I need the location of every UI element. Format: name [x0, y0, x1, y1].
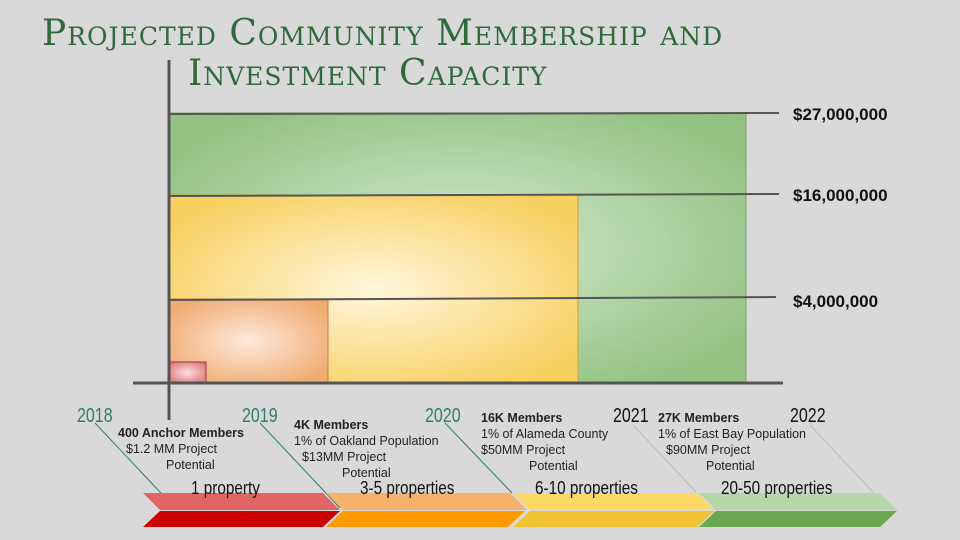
milestone-2019: 4K Members 1% of Oakland Population $13M…: [294, 417, 439, 481]
year-label: 2019: [242, 405, 278, 427]
milestone-line: Potential: [706, 459, 755, 473]
year-pointer: [632, 424, 697, 493]
milestone-line: $1.2 MM Project: [126, 442, 218, 456]
band-bot-yellow: [513, 511, 714, 527]
milestone-line: $50MM Project: [481, 443, 566, 457]
value-27m: $27,000,000: [793, 105, 888, 124]
milestone-head: 27K Members: [658, 411, 740, 425]
properties-label: 1 property: [191, 478, 260, 498]
year-label: 2018: [77, 405, 113, 427]
title-line-2: Investment Capacity: [188, 53, 548, 94]
milestone-2018: 400 Anchor Members $1.2 MM Project Poten…: [118, 425, 244, 473]
milestone-head: 4K Members: [294, 418, 369, 432]
band-top-green: [699, 493, 897, 510]
year-label: 2022: [790, 405, 826, 427]
properties-label: 20-50 properties: [721, 478, 833, 498]
band-bot-green: [699, 511, 897, 527]
band-top-red: [143, 493, 340, 510]
milestone-head: 400 Anchor Members: [118, 426, 244, 440]
year-pointer: [444, 422, 513, 494]
band-top-orange: [326, 493, 527, 510]
milestone-2021: 27K Members 1% of East Bay Population $9…: [658, 410, 806, 474]
milestone-line: $13MM Project: [302, 450, 387, 464]
value-16m: $16,000,000: [793, 186, 888, 205]
line-27m: [168, 112, 780, 115]
line-16m: [168, 193, 780, 197]
band-bot-red: [143, 511, 340, 527]
milestone-line: Potential: [166, 458, 215, 472]
year-pointer: [809, 424, 874, 493]
title-line-1: Projected Community Membership and: [42, 13, 724, 54]
band-bot-orange: [326, 511, 525, 527]
year-label: 2021: [613, 405, 649, 427]
properties-label: 3-5 properties: [360, 478, 455, 498]
properties-label: 6-10 properties: [535, 478, 638, 498]
milestone-head: 16K Members: [481, 411, 563, 425]
year-pointer: [259, 422, 341, 509]
line-4m: [168, 296, 777, 301]
box-2018: [168, 361, 207, 384]
milestone-line: Potential: [342, 466, 391, 480]
year-label: 2020: [425, 405, 461, 427]
milestone-line: $90MM Project: [666, 443, 751, 457]
milestone-line: 1% of East Bay Population: [658, 427, 807, 441]
milestone-line: Potential: [529, 459, 578, 473]
value-4m: $4,000,000: [793, 292, 879, 311]
band-top-yellow: [513, 493, 714, 510]
milestone-line: 1% of Alameda County: [481, 427, 609, 441]
milestone-2020: 16K Members 1% of Alameda County $50MM P…: [481, 410, 608, 474]
milestone-line: 1% of Oakland Population: [294, 434, 439, 448]
